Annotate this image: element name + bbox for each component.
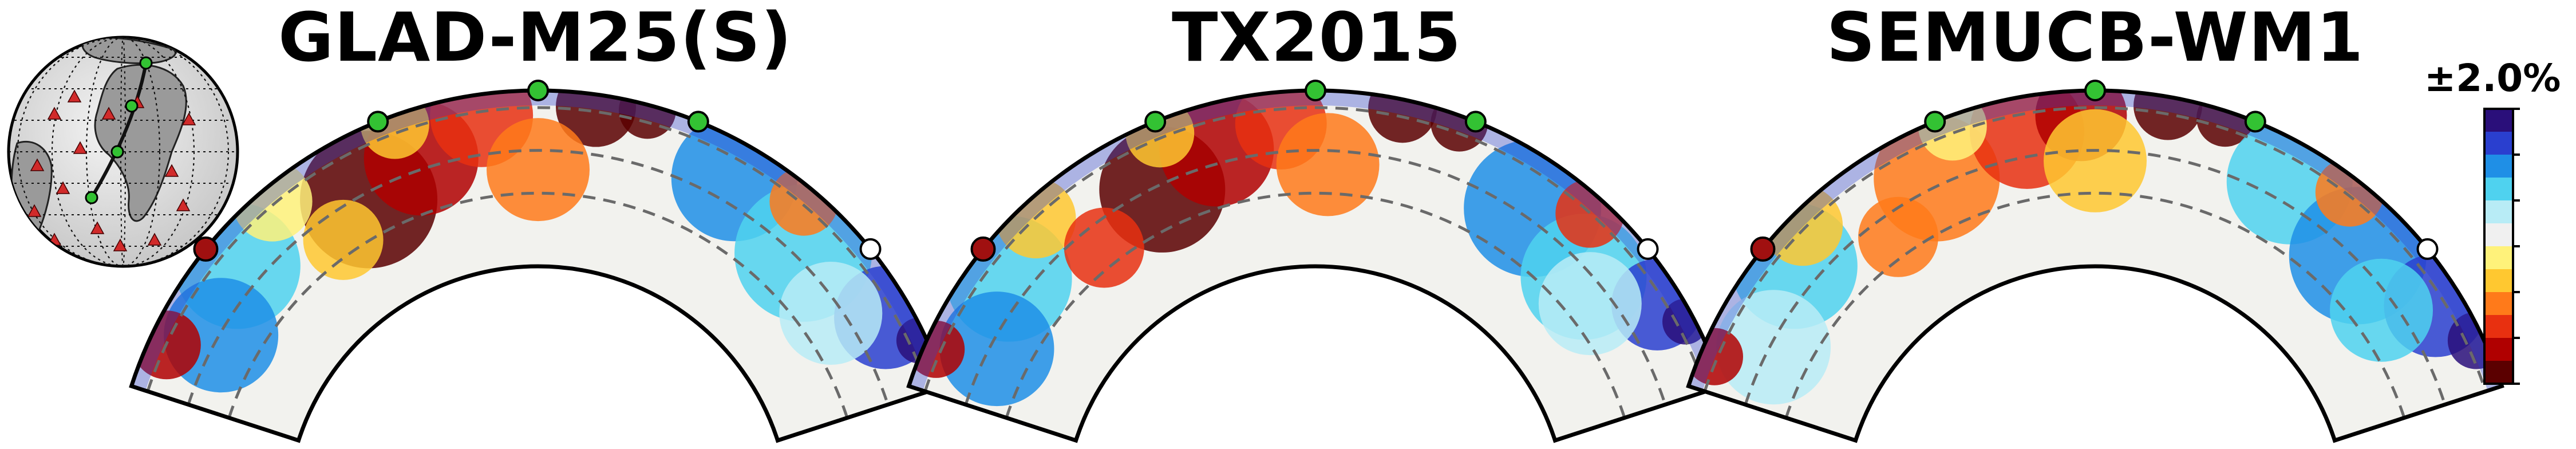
meridian-line: [52, 37, 195, 266]
profile-start-marker: [970, 236, 996, 262]
meridian-line: [17, 37, 229, 266]
seismic-station: [90, 221, 105, 234]
colorbar-segment: [2484, 178, 2513, 201]
velocity-anomaly: [779, 261, 883, 365]
velocity-anomaly: [1064, 207, 1144, 288]
tomography-field: [908, 90, 1722, 441]
colorbar-segment: [2484, 109, 2513, 132]
depth-contour: [1784, 191, 2406, 419]
panel-title-3: SEMUCB-WM1: [1826, 0, 2364, 77]
velocity-anomaly: [2330, 258, 2433, 362]
seismic-station: [56, 181, 70, 194]
colorbar-segment: [2484, 246, 2513, 270]
colorbar-label: ±2.0%: [2424, 56, 2561, 100]
profile-start-marker: [1750, 236, 1776, 262]
seismic-station: [113, 238, 128, 251]
station-marker: [367, 111, 389, 133]
seismic-station: [101, 107, 116, 120]
station-marker: [1305, 80, 1326, 101]
profile-end-marker: [859, 238, 882, 260]
panel-title-2: TX2015: [1172, 0, 1461, 77]
seismic-station: [176, 198, 191, 211]
colorbar: [2483, 108, 2520, 385]
seismic-station: [181, 112, 196, 125]
profile-start-marker: [193, 236, 219, 262]
globe-station-marker: [139, 56, 153, 70]
station-marker: [2084, 80, 2106, 101]
velocity-anomaly: [2044, 109, 2147, 212]
profile-end-marker: [1637, 238, 1659, 260]
cross-section-panel-3: [1686, 80, 2504, 443]
depth-contour: [1703, 106, 2487, 392]
tomography-field: [1688, 90, 2502, 441]
velocity-anomaly: [939, 292, 1054, 407]
depth-contour: [1744, 149, 2447, 405]
seismic-station: [73, 141, 88, 154]
depth-contour: [923, 106, 1708, 392]
seismic-station: [67, 89, 82, 103]
velocity-anomaly: [2134, 90, 2203, 140]
depth-contour: [964, 149, 1667, 405]
colorbar-segment: [2484, 200, 2513, 224]
colorbar-segment: [2484, 223, 2513, 247]
velocity-anomaly: [555, 90, 636, 147]
cross-section-panel-1: [129, 80, 947, 443]
seismic-station: [47, 107, 62, 120]
colorbar-segment: [2484, 315, 2513, 338]
station-marker: [687, 111, 709, 133]
colorbar-segment: [2484, 338, 2513, 361]
globe-station-marker: [110, 145, 124, 159]
depth-contour: [227, 191, 849, 419]
location-globe: [7, 36, 239, 268]
depth-contour: [1005, 191, 1626, 419]
station-marker: [527, 80, 549, 101]
panel-title-1: GLAD-M25(S): [278, 0, 792, 77]
seismic-station: [147, 233, 162, 246]
globe-station-marker: [85, 191, 98, 204]
section-outline: [906, 88, 1725, 443]
station-marker: [1144, 111, 1167, 133]
seismic-station: [27, 204, 42, 217]
depth-contour: [187, 149, 890, 405]
seismic-station: [30, 158, 45, 171]
seismic-station: [164, 164, 179, 177]
velocity-anomaly: [1538, 252, 1642, 356]
colorbar-segment: [2484, 155, 2513, 178]
meridian-line: [86, 37, 160, 266]
station-marker: [1924, 111, 1946, 133]
section-outline: [129, 88, 947, 443]
colorbar-segment: [2484, 361, 2513, 384]
velocity-anomaly: [1276, 113, 1380, 216]
velocity-anomaly: [487, 118, 590, 222]
africa-landmass: [94, 64, 187, 222]
profile-end-marker: [2416, 238, 2439, 260]
station-marker: [2244, 111, 2266, 133]
section-outline: [1686, 88, 2504, 443]
colorbar-segment: [2484, 132, 2513, 155]
globe-station-marker: [125, 99, 139, 113]
station-marker: [1464, 111, 1487, 133]
tomography-field: [131, 90, 945, 441]
colorbar-segment: [2484, 269, 2513, 293]
profile-path: [90, 62, 148, 199]
cross-section-panel-2: [906, 80, 1725, 443]
velocity-anomaly: [1858, 196, 1939, 277]
colorbar-segment: [2484, 292, 2513, 316]
depth-contour: [146, 106, 930, 392]
